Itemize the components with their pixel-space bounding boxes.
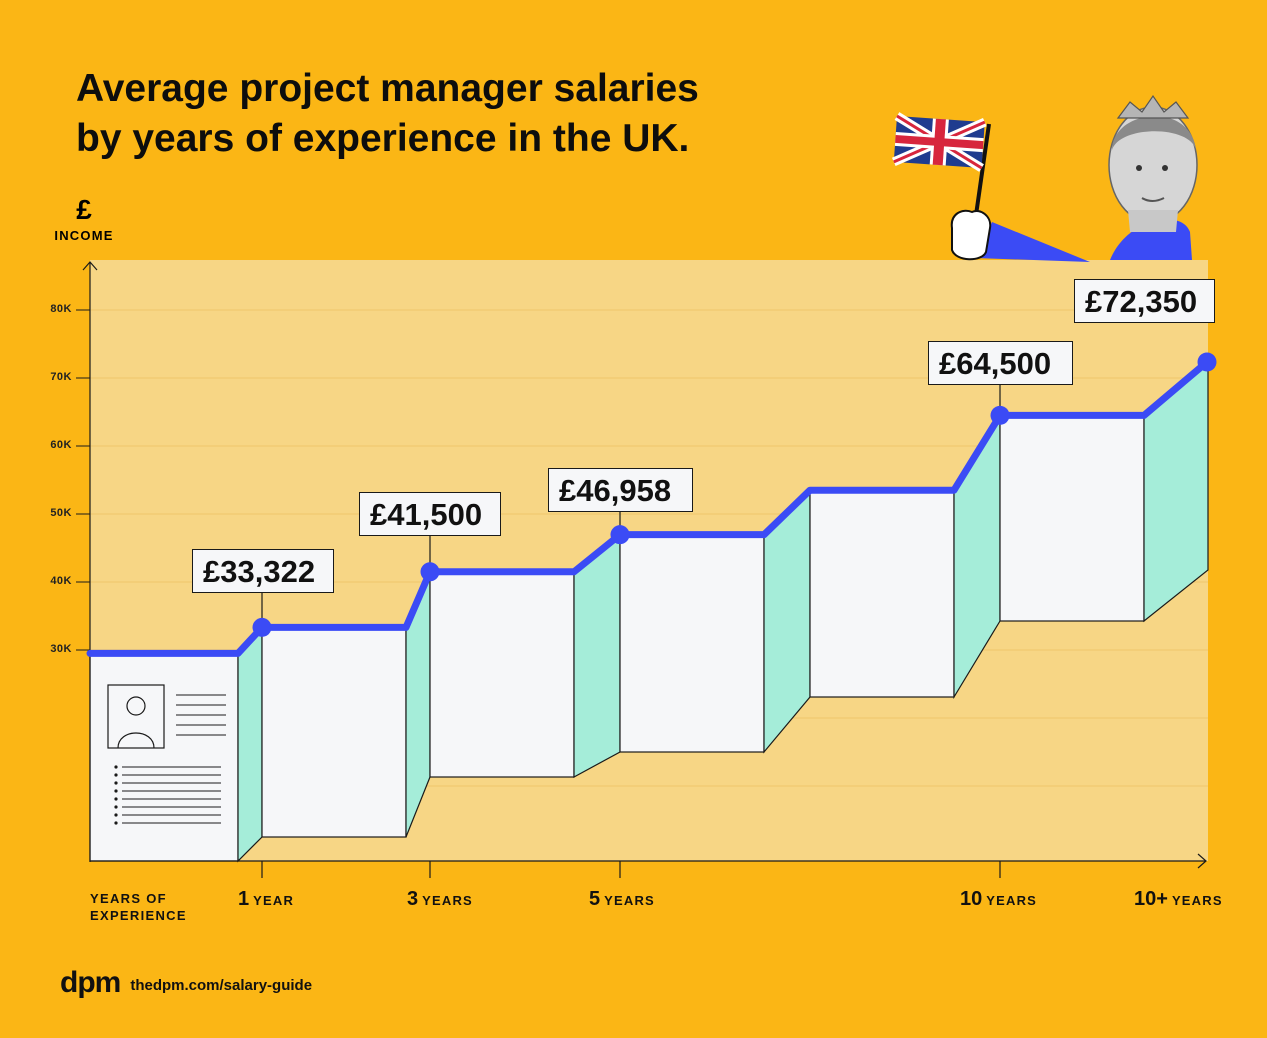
data-point: [1197, 352, 1217, 372]
data-points: [252, 352, 1217, 637]
y-axis-arrow: [82, 261, 98, 271]
x-tick-label: 10+ YEARS: [1134, 888, 1223, 911]
x-tick-label: 1 YEAR: [238, 888, 294, 911]
hand-icon: [950, 209, 1090, 262]
step-side: [237, 625, 263, 863]
resume-bullet: [114, 813, 118, 817]
step-face: [809, 489, 955, 698]
dpm-logo: dpm: [60, 966, 121, 999]
step-face: [429, 571, 575, 778]
x-tick-unit: YEARS: [422, 893, 473, 908]
footer: dpm thedpm.com/salary-guide: [60, 966, 312, 1000]
x-tick-number: 1: [238, 888, 250, 910]
x-tick-label: 5 YEARS: [589, 888, 655, 911]
salary-steps: [89, 360, 1209, 863]
footer-url[interactable]: thedpm.com/salary-guide: [130, 976, 313, 994]
chart-title: Average project manager salaries by year…: [76, 64, 836, 164]
axes: [76, 261, 1207, 869]
resume-bullet: [114, 805, 118, 809]
resume-bullet: [114, 789, 118, 793]
y-tick-label: 80K: [50, 303, 72, 315]
value-label: £72,350: [1074, 279, 1215, 323]
data-point: [252, 617, 272, 637]
x-tick-marks: [261, 861, 1001, 878]
y-tick-label: 40K: [50, 575, 72, 587]
x-axis-arrow: [1197, 853, 1207, 869]
uk-flag-icon: [891, 112, 991, 223]
avatar-frame: [107, 684, 165, 749]
y-axis-title: £ INCOME: [44, 194, 124, 244]
resume-bullet: [114, 821, 118, 825]
x-tick-unit: YEARS: [1171, 893, 1223, 908]
data-point: [990, 405, 1010, 425]
value-label: £41,500: [359, 492, 501, 536]
x-axis-title-line-1: YEARS OF: [90, 891, 167, 906]
title-line-2: by years of experience in the UK.: [76, 117, 690, 160]
x-tick-unit: YEAR: [253, 893, 295, 908]
x-tick-unit: YEARS: [986, 893, 1038, 908]
y-tick-label: 50K: [50, 507, 72, 519]
income-label: INCOME: [54, 228, 114, 243]
resume-bullet: [114, 765, 118, 769]
value-label: £64,500: [928, 341, 1073, 385]
pound-symbol: £: [76, 194, 92, 225]
value-label: £46,958: [548, 468, 693, 512]
x-tick-unit: YEARS: [604, 893, 655, 908]
value-label: £33,322: [192, 549, 334, 593]
portrait-icon: [1108, 94, 1198, 260]
step-face: [999, 414, 1145, 622]
resume-illustration: [107, 684, 226, 825]
avatar-head: [126, 696, 146, 716]
resume-bullet: [114, 797, 118, 801]
step-face: [619, 534, 765, 753]
x-axis-title-line-2: EXPERIENCE: [90, 908, 187, 923]
y-tick-label: 70K: [50, 371, 72, 383]
avatar-body: [117, 732, 155, 749]
x-tick-number: 10: [960, 888, 983, 910]
data-point: [420, 562, 440, 582]
x-axis-title: YEARS OF EXPERIENCE: [90, 890, 187, 924]
resume-bullet: [114, 773, 118, 777]
resume-bullet: [114, 781, 118, 785]
x-tick-label: 10 YEARS: [960, 888, 1037, 911]
y-tick-label: 60K: [50, 439, 72, 451]
step-face: [261, 626, 407, 838]
x-tick-number: 3: [407, 888, 419, 910]
data-point: [610, 525, 630, 545]
x-tick-number: 5: [589, 888, 601, 910]
y-tick-label: 30K: [50, 643, 72, 655]
step-side: [573, 533, 621, 779]
x-tick-label: 3 YEARS: [407, 888, 473, 911]
x-tick-number: 10+: [1134, 888, 1168, 910]
title-line-1: Average project manager salaries: [76, 67, 699, 110]
